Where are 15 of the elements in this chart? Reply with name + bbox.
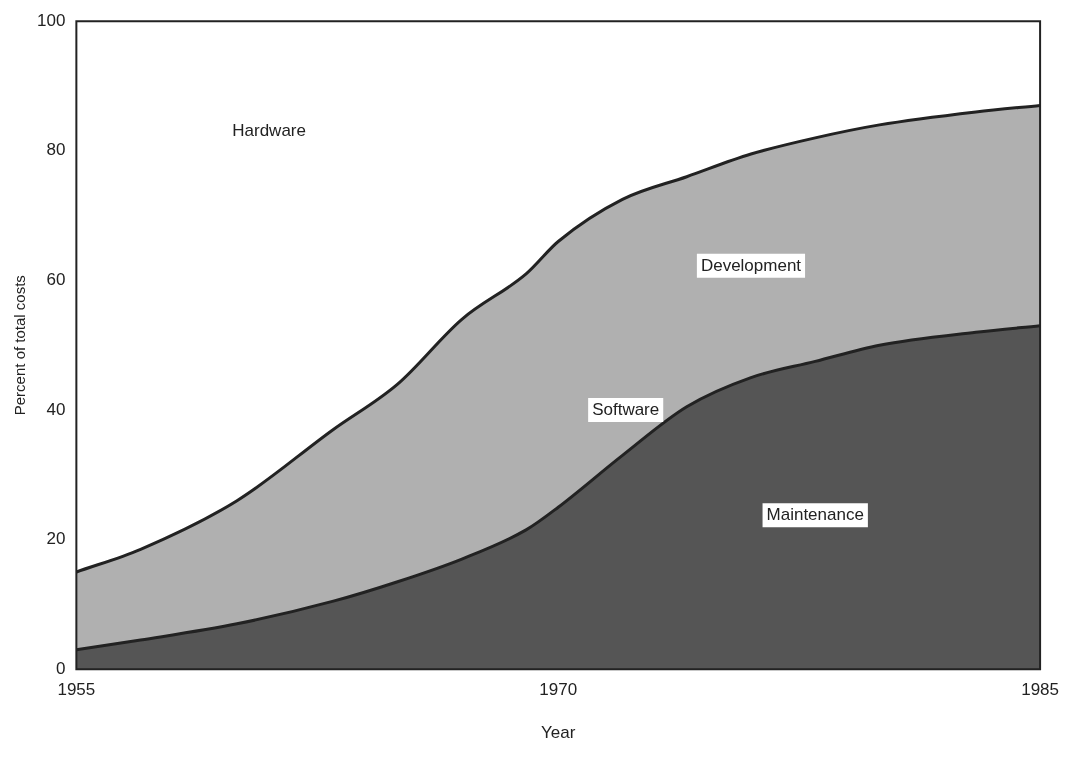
series-label: Development [700, 255, 802, 275]
annotation: Hardware [232, 121, 306, 141]
y-axis-title: Percent of total costs [11, 275, 29, 416]
y-tick-label: 80 [46, 140, 66, 160]
x-tick-label: 1955 [57, 680, 96, 700]
y-tick-label: 20 [46, 529, 66, 549]
series-label: Maintenance [766, 504, 864, 524]
x-tick-label: 1970 [539, 680, 578, 700]
y-tick-label: 100 [36, 10, 66, 30]
y-tick-label: 0 [55, 658, 66, 678]
annotation: Software [592, 399, 660, 419]
x-axis-title: Year [541, 723, 576, 743]
x-tick-label: 1985 [1021, 680, 1059, 700]
y-tick-label: 40 [46, 399, 66, 419]
y-tick-label: 60 [46, 270, 66, 290]
